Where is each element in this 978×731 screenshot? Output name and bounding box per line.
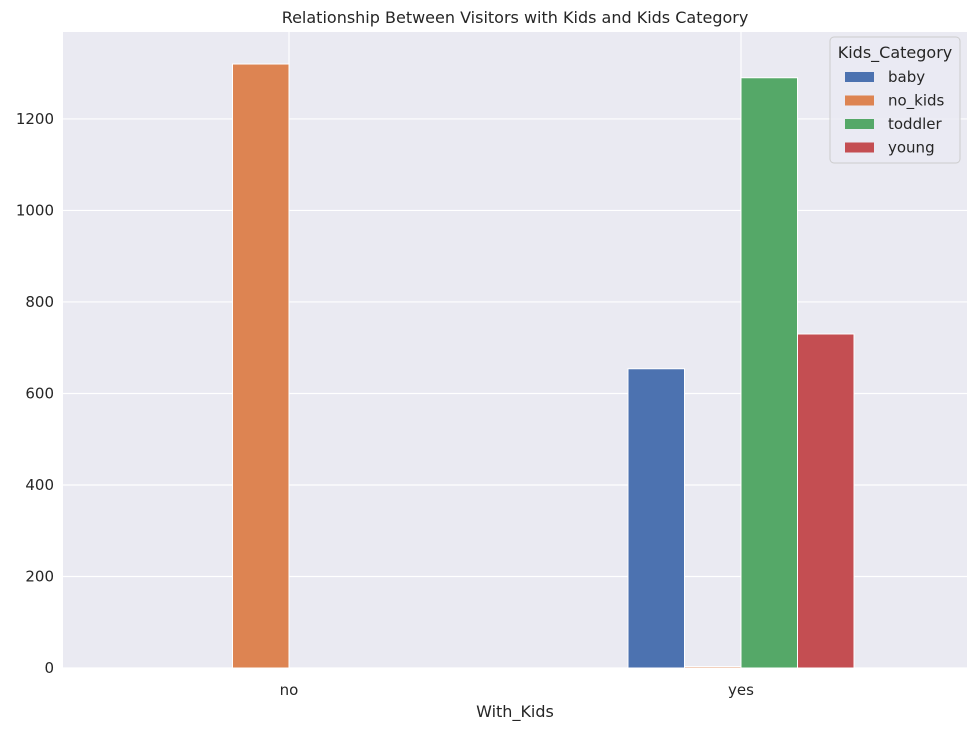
legend-label-young: young: [888, 139, 935, 157]
y-tick-label: 800: [25, 293, 54, 311]
legend-label-no_kids: no_kids: [888, 92, 945, 111]
x-axis-label: With_Kids: [476, 702, 554, 722]
legend-swatch-baby: [845, 72, 874, 82]
legend-label-baby: baby: [888, 68, 925, 86]
legend-swatch-young: [845, 142, 874, 153]
x-tick-label: yes: [728, 681, 754, 699]
x-tick-label: no: [280, 681, 299, 699]
legend-swatch-toddler: [845, 119, 874, 129]
bar-no_kids-yes: [684, 666, 742, 669]
legend-label-toddler: toddler: [888, 115, 942, 133]
bar-toddler-yes: [740, 77, 798, 669]
y-tick-label: 1000: [16, 201, 54, 219]
y-tick-label: 200: [25, 567, 54, 585]
y-tick-label: 1200: [16, 110, 54, 128]
y-tick-label: 600: [25, 384, 54, 402]
chart-title: Relationship Between Visitors with Kids …: [282, 8, 749, 27]
y-tick-label: 0: [44, 659, 54, 677]
bar-baby-yes: [627, 368, 685, 669]
bar-no_kids-no: [232, 63, 290, 669]
y-tick-labels: 0 200 400 600 800 1000 1200: [16, 110, 54, 677]
legend-box: [829, 36, 961, 164]
y-tick-label: 400: [25, 476, 54, 494]
bars: [232, 63, 855, 669]
legend-title: Kids_Category: [838, 43, 953, 63]
x-tick-labels: no yes: [280, 681, 754, 699]
legend-swatch-no_kids: [845, 95, 874, 106]
bar-young-yes: [797, 333, 855, 669]
